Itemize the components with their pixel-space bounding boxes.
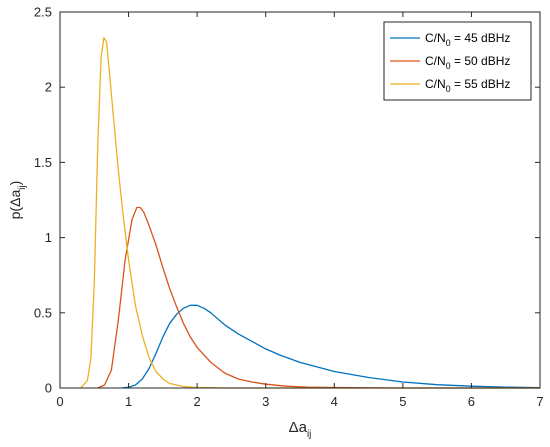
- legend-entry-55-post: = 55 dBHz: [451, 77, 511, 91]
- y-tick-label: 1.5: [34, 155, 52, 170]
- x-tick-label: 3: [262, 394, 269, 409]
- ticks-layer: 0 1 2 3 4 5 6 7 0 0.5 1 1.5 2 2.5: [34, 5, 544, 410]
- y-tick-label: 0: [45, 381, 52, 396]
- x-axis-label-sub: ij: [307, 429, 311, 440]
- legend: C/N0 = 45 dBHz C/N0 = 50 dBHz C/N0 = 55 …: [383, 21, 532, 101]
- legend-entry-50-sub: 0: [446, 61, 451, 71]
- x-tick-label: 6: [468, 394, 475, 409]
- legend-entry-55: C/N0 = 55 dBHz: [425, 77, 510, 94]
- x-tick-label: 4: [331, 394, 338, 409]
- y-axis-label-pre: p(: [7, 207, 23, 220]
- y-axis-label-post: ): [7, 181, 23, 186]
- series-line-1: [97, 206, 540, 389]
- y-tick-label: 2: [45, 80, 52, 95]
- x-axis-label-main: Δa: [289, 419, 308, 436]
- legend-entry-50: C/N0 = 50 dBHz: [425, 54, 510, 71]
- axes-layer: [59, 11, 541, 389]
- axes-box: [59, 11, 541, 389]
- legend-entry-50-pre: C/N: [425, 54, 446, 68]
- x-tick-label: 2: [194, 394, 201, 409]
- legend-entry-55-sub: 0: [446, 84, 451, 94]
- y-axis-label-main: Δa: [7, 190, 23, 207]
- legend-entry-45: C/N0 = 45 dBHz: [425, 31, 510, 48]
- y-tick-label: 1: [45, 230, 52, 245]
- legend-entry-55-pre: C/N: [425, 77, 446, 91]
- y-axis-label-sub: ij: [17, 185, 28, 189]
- x-axis-label: Δaij: [289, 419, 312, 440]
- x-tick-label: 0: [56, 394, 63, 409]
- y-tick-label: 0.5: [34, 305, 52, 320]
- x-tick-label: 7: [536, 394, 543, 409]
- legend-entry-50-post: = 50 dBHz: [451, 54, 511, 68]
- series-line-0: [121, 304, 541, 389]
- y-axis-label: p(Δaij): [7, 181, 28, 220]
- legend-entry-45-pre: C/N: [425, 31, 446, 45]
- x-tick-label: 5: [399, 394, 406, 409]
- y-tick-label: 2.5: [34, 5, 52, 20]
- legend-entry-45-post: = 45 dBHz: [451, 31, 511, 45]
- legend-entry-45-sub: 0: [446, 38, 451, 48]
- x-tick-label: 1: [125, 394, 132, 409]
